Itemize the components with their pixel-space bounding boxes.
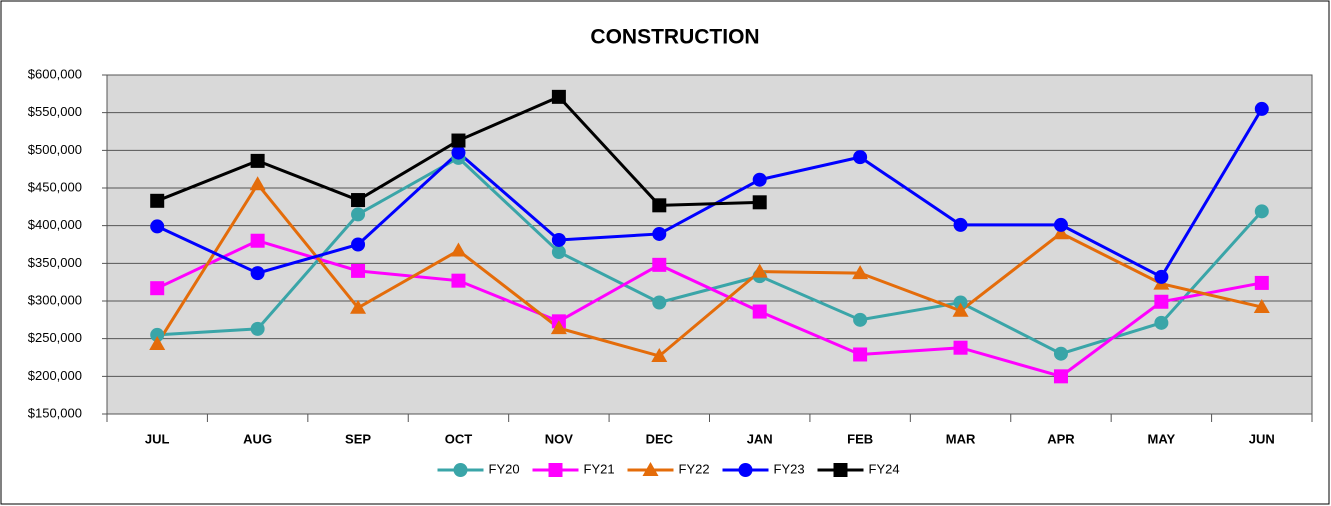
legend-label: FY22: [679, 461, 710, 476]
legend-marker: [738, 463, 753, 477]
y-tick-label: $250,000: [28, 330, 82, 345]
data-point: [853, 312, 868, 327]
x-tick-label: JUL: [145, 431, 170, 446]
legend-label: FY23: [774, 461, 805, 476]
series-line: [156, 239, 1263, 378]
series-line: [155, 181, 1263, 358]
data-point: [250, 233, 265, 248]
data-point: [1154, 294, 1169, 309]
data-point: [250, 321, 265, 336]
data-point: [150, 327, 165, 342]
data-point: [853, 150, 868, 165]
x-tick-label: MAR: [946, 431, 976, 446]
y-tick-label: $600,000: [28, 66, 82, 81]
data-point: [550, 320, 567, 335]
x-tick-label: JUN: [1249, 431, 1275, 446]
x-tick-label: FEB: [847, 431, 873, 446]
legend-marker: [833, 463, 848, 477]
y-tick-label: $400,000: [28, 217, 82, 232]
data-point: [651, 347, 668, 362]
data-point: [1254, 101, 1269, 116]
data-point: [149, 335, 166, 350]
data-point: [249, 176, 266, 191]
data-point: [1053, 346, 1068, 361]
y-tick-label: $150,000: [28, 405, 82, 420]
legend-label: FY24: [869, 461, 900, 476]
data-point: [250, 266, 265, 281]
x-tick-label: JAN: [747, 431, 773, 446]
data-point: [1053, 217, 1068, 232]
data-point: [150, 281, 165, 296]
data-point: [652, 226, 667, 241]
y-tick-label: $200,000: [28, 368, 82, 383]
x-tick-label: NOV: [545, 431, 574, 446]
data-point: [1254, 275, 1269, 290]
x-tick-label: DEC: [646, 431, 674, 446]
series-line: [156, 108, 1264, 279]
y-tick-label: $450,000: [28, 179, 82, 194]
data-point: [752, 195, 767, 210]
data-point: [150, 193, 165, 208]
x-tick-label: SEP: [345, 431, 371, 446]
data-point: [652, 257, 667, 272]
data-point: [952, 302, 969, 317]
data-point: [451, 273, 466, 288]
data-point: [652, 295, 667, 310]
data-point: [451, 145, 466, 160]
data-point: [652, 198, 667, 213]
data-point: [551, 232, 566, 247]
data-point: [350, 299, 367, 314]
data-point: [751, 263, 768, 278]
legend-marker: [453, 463, 468, 477]
legend-label: FY21: [584, 461, 615, 476]
data-point: [351, 193, 366, 208]
data-point: [1154, 269, 1169, 284]
data-point: [451, 133, 466, 148]
data-point: [1053, 369, 1068, 384]
data-point: [853, 347, 868, 362]
legend-label: FY20: [489, 461, 520, 476]
data-point: [351, 207, 366, 222]
data-point: [351, 263, 366, 278]
data-point: [953, 217, 968, 232]
y-tick-label: $300,000: [28, 292, 82, 307]
legend-marker: [642, 462, 659, 476]
data-point: [852, 265, 869, 280]
data-point: [1052, 225, 1069, 240]
data-point: [250, 153, 265, 168]
x-tick-label: APR: [1047, 431, 1075, 446]
plot-area: [106, 74, 1313, 415]
data-point: [150, 219, 165, 234]
data-point: [953, 295, 968, 310]
data-point: [351, 237, 366, 252]
y-tick-label: $350,000: [28, 255, 82, 270]
legend-marker: [548, 463, 563, 477]
x-tick-label: AUG: [243, 431, 272, 446]
data-point: [1254, 204, 1269, 219]
y-tick-label: $500,000: [28, 142, 82, 157]
data-point: [1154, 315, 1169, 330]
chart-title: CONSTRUCTION: [590, 26, 759, 49]
data-point: [752, 172, 767, 187]
data-point: [551, 245, 566, 260]
data-point: [752, 304, 767, 319]
x-tick-label: MAY: [1148, 431, 1176, 446]
data-point: [953, 340, 968, 355]
y-tick-label: $550,000: [28, 104, 82, 119]
data-point: [551, 89, 566, 104]
data-point: [450, 242, 467, 257]
data-point: [1253, 299, 1270, 314]
x-tick-label: OCT: [445, 431, 473, 446]
